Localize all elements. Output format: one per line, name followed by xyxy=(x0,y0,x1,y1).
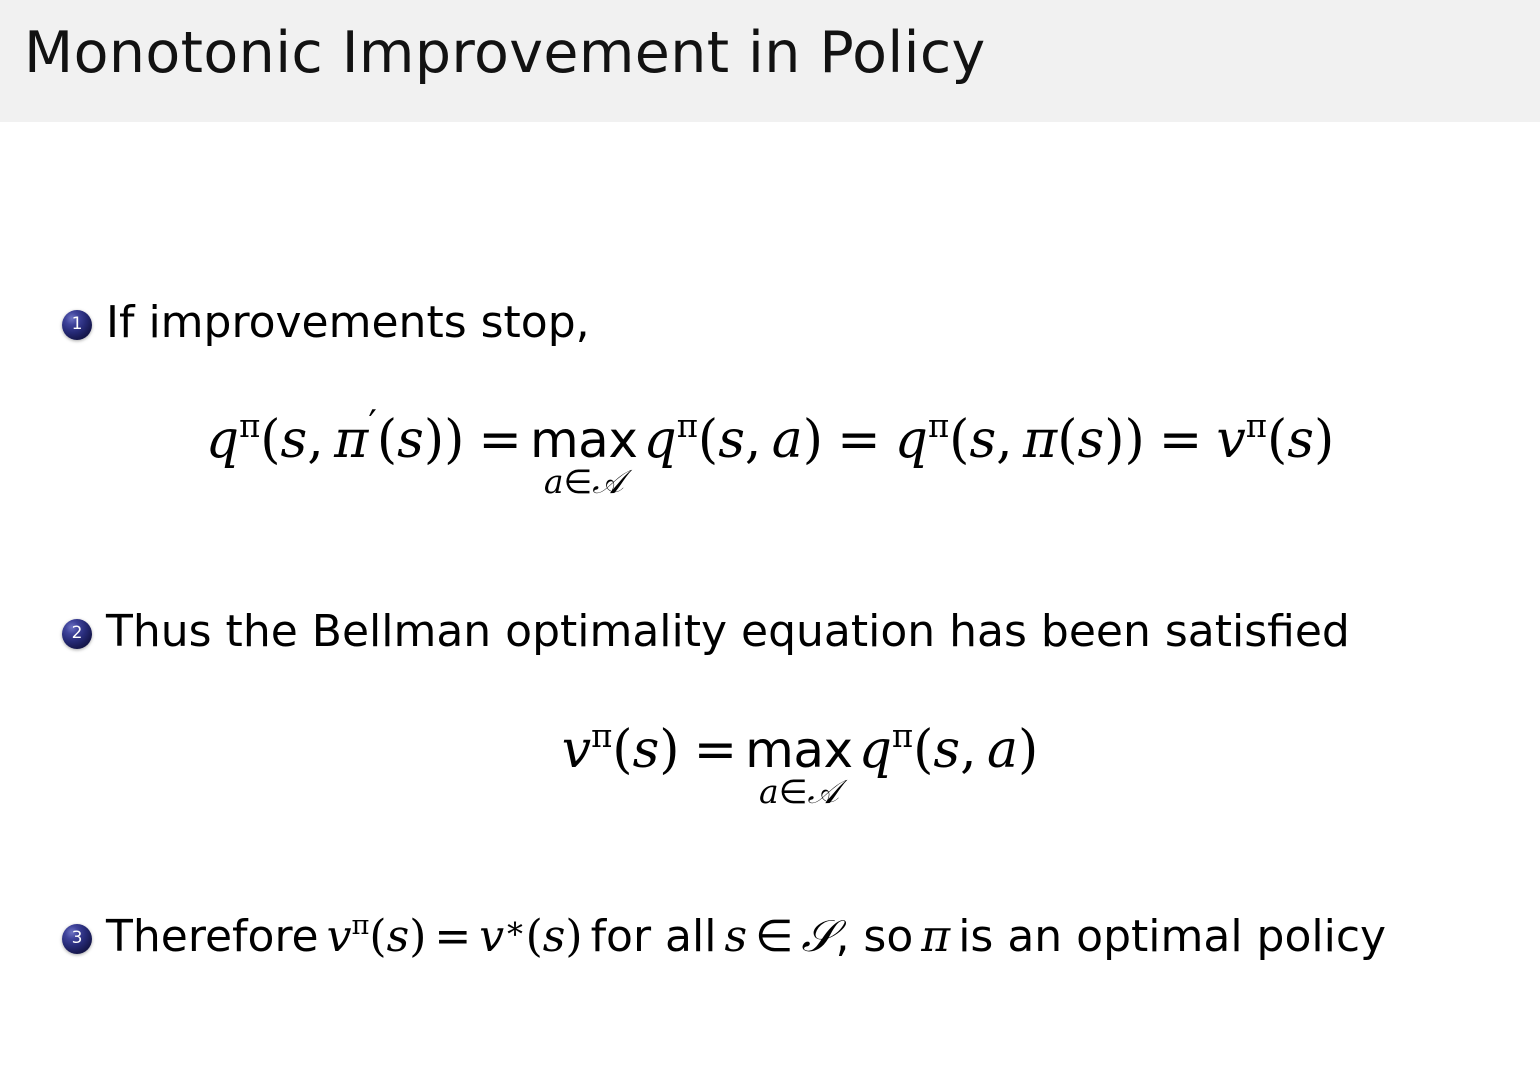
page-title: Monotonic Improvement in Policy xyxy=(24,20,986,86)
list-item: 2 Thus the Bellman optimality equation h… xyxy=(0,607,1540,656)
item3-mid-text: for all xyxy=(590,911,717,962)
list-marker-3: 3 xyxy=(62,924,92,954)
list-marker-number: 2 xyxy=(71,623,83,643)
list-marker-1: 1 xyxy=(62,310,92,340)
equation-1: qπ(s, π′(s)) = max a∈𝒜 qπ(s, a) = qπ(s, π(s… xyxy=(0,401,1540,498)
item3-lead-text: Therefore xyxy=(106,911,319,962)
equation-2: vπ(s) = max a∈𝒜 qπ(s, a) xyxy=(0,717,1540,808)
equation-2-expression: vπ(s) = xyxy=(561,717,738,780)
list-marker-number: 1 xyxy=(71,314,83,334)
slide-body: 1 If improvements stop, qπ(s, π′(s)) = ma… xyxy=(0,122,1540,1080)
list-item-text: Thus the Bellman optimality equation has… xyxy=(106,606,1350,657)
equation-1-expression-cont: qπ(s, a) = qπ(s, π(s)) = vπ(s) xyxy=(643,407,1335,470)
list-item-text: If improvements stop, xyxy=(106,297,590,348)
item3-tail-b: is an optimal policy xyxy=(958,911,1387,962)
equation-2-expression-cont: qπ(s, a) xyxy=(858,717,1039,780)
list-item-row: 2 Thus the Bellman optimality equation h… xyxy=(0,607,1540,656)
equation-1-content: qπ(s, π′(s)) = max a∈𝒜 qπ(s, a) = qπ(s, π(s… xyxy=(205,401,1335,498)
max-operator-limit: a∈𝒜 xyxy=(543,462,624,501)
item3-math-sinS: s ∈ 𝒮 xyxy=(724,911,836,962)
item3-tail-a: , so xyxy=(835,911,914,962)
list-item-row: 1 If improvements stop, xyxy=(0,298,1540,347)
list-marker-number: 3 xyxy=(71,928,83,948)
max-operator-label: max xyxy=(745,721,853,779)
max-operator-2: max a∈𝒜 xyxy=(745,721,853,808)
item3-math-vpi: vπ(s) = v∗(s) xyxy=(326,910,583,962)
list-item-row: 3 Therefore vπ(s) = v∗(s) for all s ∈ 𝒮, so π is … xyxy=(0,912,1540,961)
equation-1-expression: qπ(s, π′(s)) = xyxy=(205,401,522,470)
max-operator-label: max xyxy=(529,411,638,469)
slide-header-bar: Monotonic Improvement in Policy xyxy=(0,0,1540,122)
list-item-text-mixed: Therefore vπ(s) = v∗(s) for all s ∈ 𝒮, so π is an… xyxy=(106,912,1386,961)
list-item: 3 Therefore vπ(s) = v∗(s) for all s ∈ 𝒮, so π is … xyxy=(0,912,1540,961)
max-operator-1: max a∈𝒜 xyxy=(529,411,638,498)
list-item: 1 If improvements stop, xyxy=(0,298,1540,347)
item3-math-pi: π xyxy=(921,911,951,962)
list-marker-2: 2 xyxy=(62,619,92,649)
equation-2-content: vπ(s) = max a∈𝒜 qπ(s, a) xyxy=(561,717,1039,808)
max-operator-limit: a∈𝒜 xyxy=(759,772,839,811)
